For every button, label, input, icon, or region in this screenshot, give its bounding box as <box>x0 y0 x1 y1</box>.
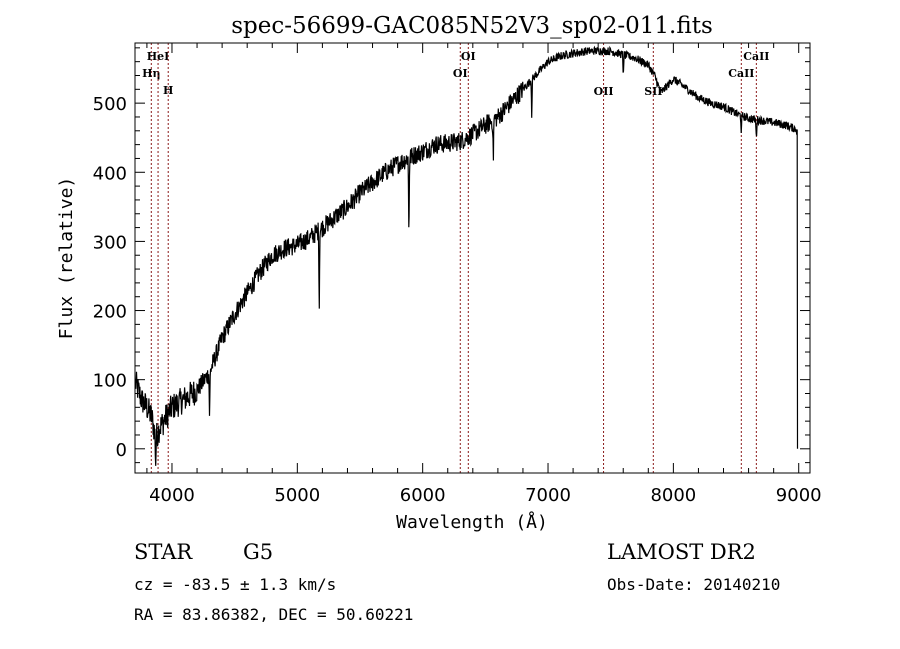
obs-date-text: Obs-Date: 20140210 <box>607 575 781 594</box>
spectrum-series <box>134 45 799 466</box>
y-tick-label: 300 <box>93 232 127 253</box>
spectral-line-label: Hη <box>142 67 160 80</box>
x-tick-label: 6000 <box>400 485 446 506</box>
x-tick-label: 7000 <box>525 485 571 506</box>
redshift-text: cz = -83.5 ± 1.3 km/s <box>134 575 337 594</box>
y-axis-label: Flux (relative) <box>56 177 77 340</box>
x-tick-label: 9000 <box>776 485 822 506</box>
spectral-line-label: H <box>163 84 173 97</box>
y-tick-label: 100 <box>93 371 127 392</box>
spectral-line-label: SII <box>644 85 662 98</box>
x-tick-label: 5000 <box>274 485 320 506</box>
y-tick-label: 200 <box>93 302 127 323</box>
spectral-line-label: OI <box>453 67 468 80</box>
spectral-line-label: CaII <box>743 50 769 63</box>
spectral-line-label: OI <box>461 50 476 63</box>
spectrum-line <box>134 45 799 466</box>
x-axis-label: Wavelength (Å) <box>396 511 548 533</box>
x-tick-label: 8000 <box>650 485 696 506</box>
object-class: STAR <box>134 540 193 564</box>
spectral-line-markers: Hη HeI H OI OI OII SII CaII CaII <box>142 43 769 473</box>
spectral-line-label: CaII <box>728 67 754 80</box>
y-tick-label: 500 <box>93 94 127 115</box>
x-axis: 4000 5000 6000 7000 8000 9000 <box>146 43 822 506</box>
y-axis: 0 100 200 300 400 500 <box>93 47 810 464</box>
x-tick-label: 4000 <box>149 485 195 506</box>
y-tick-label: 0 <box>116 440 127 461</box>
plot-frame <box>134 42 811 474</box>
spectral-line-label: OII <box>594 85 614 98</box>
survey-name: LAMOST DR2 <box>607 540 756 564</box>
coordinates-text: RA = 83.86382, DEC = 50.60221 <box>134 605 414 624</box>
y-tick-label: 400 <box>93 163 127 184</box>
object-subclass: G5 <box>243 540 274 564</box>
spectral-line-label: HeI <box>147 50 170 63</box>
chart-title: spec-56699-GAC085N52V3_sp02-011.fits <box>231 13 713 39</box>
